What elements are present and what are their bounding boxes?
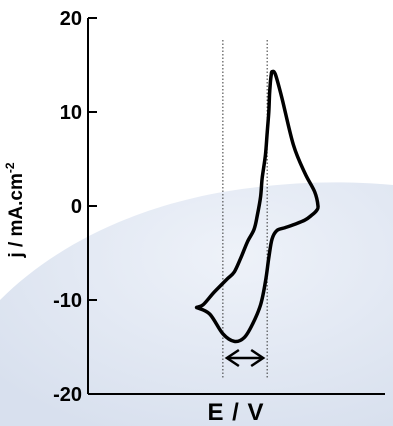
y-axis-label: j / mA.cm-2: [3, 162, 27, 258]
peak-separation-arrow: [224, 348, 266, 368]
y-tick-label: -10: [53, 290, 82, 312]
y-axis-label-main: j / mA.cm: [6, 173, 27, 258]
peak-lines: [222, 40, 268, 378]
y-tick-label: 10: [60, 102, 82, 124]
y-ticks: [88, 17, 97, 395]
y-axis-label-superscript: -2: [3, 162, 17, 173]
background-shade: [0, 182, 393, 426]
y-tick-label: -20: [53, 384, 82, 406]
cv-curve-line: [194, 69, 320, 344]
y-tick-labels: 20 10 0 -10 -20: [53, 8, 82, 406]
x-axis-label: E / V: [207, 399, 264, 426]
y-tick-label: 0: [71, 196, 82, 218]
y-tick-label: 20: [60, 8, 82, 30]
